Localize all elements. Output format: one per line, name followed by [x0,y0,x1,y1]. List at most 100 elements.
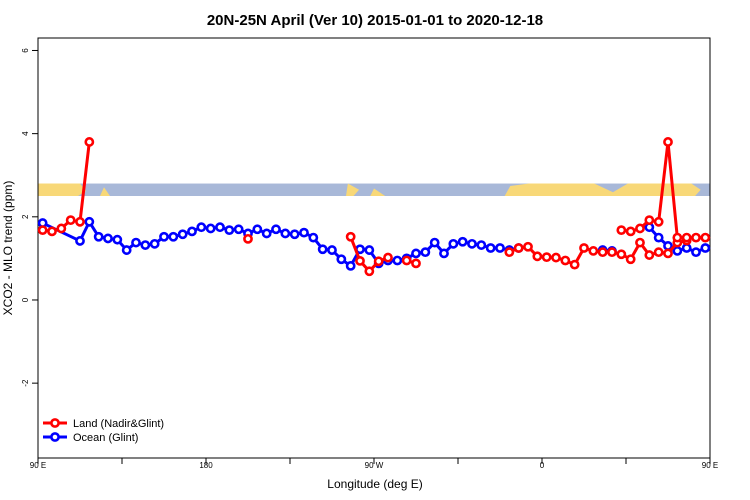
data-point [65,215,76,226]
data-point [355,255,365,266]
data-point [625,226,636,237]
x-tick-label: 0 [540,461,545,470]
data-point [84,137,95,147]
data-point [317,244,328,255]
data-point [653,232,664,243]
data-point [215,222,225,233]
data-point [644,250,655,260]
data-point [243,233,253,244]
data-point [532,251,543,262]
x-tick-label: 90 E [702,461,718,470]
data-point [233,224,244,235]
data-point [635,223,645,234]
data-point [392,255,403,266]
data-point [224,225,235,236]
land-shape-5 [620,190,636,197]
data-point [523,241,533,252]
legend-entry: Land (Nadir&Glint) [73,418,164,430]
land-shape-2 [346,183,360,197]
data-point [513,243,524,253]
x-tick-label: 90 E [30,461,46,470]
data-point [364,245,375,255]
data-point [691,247,701,258]
land-shape-4 [504,183,701,197]
data-point [93,231,104,242]
data-point [467,238,477,249]
data-point [373,256,384,267]
data-point [168,231,179,242]
data-point [691,232,701,243]
data-point [84,216,95,227]
data-point [299,227,309,238]
data-point [616,249,627,260]
legend-entry: Ocean (Glint) [73,432,138,444]
data-point [336,254,347,265]
data-point [103,233,113,244]
y-tick-label: 6 [21,48,30,53]
data-point [579,243,589,253]
data-point [635,237,645,248]
land-shape-3 [370,188,386,197]
data-point [663,248,673,259]
data-point [597,247,608,258]
x-tick-label: 180 [199,461,213,470]
data-point [131,237,141,248]
data-point [504,247,515,258]
data-point [289,229,300,240]
data-point [551,252,561,263]
data-point [420,247,431,258]
data-point [159,231,169,242]
data-point [541,252,552,263]
y-tick-label: 4 [21,131,30,136]
chart-title: 20N-25N April (Ver 10) 2015-01-01 to 202… [207,12,543,29]
data-point [75,236,85,246]
data-point [327,245,337,255]
data-point [672,232,683,243]
data-point [616,225,627,236]
data-point [607,247,617,258]
data-point [37,225,48,236]
data-point [140,240,151,250]
data-point [280,228,291,239]
data-point [448,238,459,249]
data-point [457,236,468,247]
y-tick-label: 0 [21,297,30,302]
data-point [672,246,683,256]
data-point [252,224,263,235]
data-point [644,215,655,226]
data-point [569,259,580,270]
data-point [588,246,599,256]
data-point [653,216,664,227]
land-band-strip [38,183,710,197]
y-axis-label: XCO2 - MLO trend (ppm) [1,181,15,316]
data-point [383,252,393,263]
data-point [56,223,67,234]
data-point [663,137,673,147]
data-point [205,223,216,234]
data-point [476,240,487,250]
data-point [401,255,412,266]
data-point [700,243,711,253]
data-point [429,237,440,248]
data-point [439,248,449,259]
data-point [681,243,692,253]
y-tick-label: -2 [21,379,30,387]
data-point [411,248,421,259]
land-shape-0 [38,183,86,197]
data-point [411,258,421,269]
y-tick-label: 2 [21,214,30,219]
data-point [495,243,505,253]
data-point [700,232,711,243]
data-point [345,231,356,242]
data-point [75,216,85,227]
x-tick-label: 90 W [365,461,384,470]
x-axis-label: Longitude (deg E) [327,477,422,491]
data-point [364,266,375,277]
data-point [308,232,319,243]
data-point [681,232,692,243]
legend-marker [50,418,60,428]
data-point [112,234,123,245]
data-point [121,245,132,255]
